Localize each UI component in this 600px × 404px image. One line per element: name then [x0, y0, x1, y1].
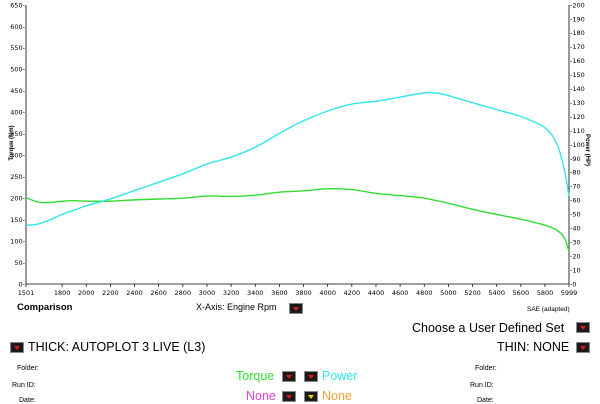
y-left-tick-label: 650-	[10, 1, 25, 9]
x-tick-label: 1800	[54, 289, 71, 297]
y-left-tick-label: 600-	[10, 23, 25, 31]
x-tick-label: 4200	[344, 289, 361, 297]
sae-label: SAE (adapted)	[527, 306, 570, 313]
x-tick-label: 5400	[488, 289, 505, 297]
comparison-label: Comparison	[17, 302, 73, 313]
y-right-tick-label: -160	[570, 57, 585, 65]
y-left-tick-label: 250-	[10, 173, 25, 181]
y-right-tick-label: -0	[570, 280, 576, 288]
x-tick-label: 5200	[464, 289, 481, 297]
y-left-tick-label: 500-	[10, 66, 25, 74]
y-left-tick-label: 150-	[10, 216, 25, 224]
y-right-tick-label: -30	[570, 238, 581, 246]
x-tick-label: 5800	[537, 289, 554, 297]
plot-frame	[25, 5, 570, 285]
none2-dropdown-button[interactable]	[304, 391, 318, 402]
x-tick-label: 4000	[319, 289, 336, 297]
thin-dropdown-button[interactable]	[576, 342, 590, 353]
y-left-tick-label: 50-	[14, 259, 25, 267]
y-right-tick-label: -90	[570, 155, 581, 163]
y-left-tick-label: 400-	[10, 109, 25, 117]
runid-label-right: Run ID:	[470, 382, 494, 389]
thick-dropdown-button[interactable]	[10, 342, 24, 353]
power-legend-label: Power	[322, 369, 358, 383]
y-right-tick-label: -150	[570, 71, 585, 79]
y-right-tick-label: -40	[570, 225, 581, 233]
x-tick-label: 3800	[295, 289, 312, 297]
x-tick-label: 2200	[102, 289, 119, 297]
y-right-tick-label: -70	[570, 183, 581, 191]
series-layer	[25, 91, 570, 252]
left-axis-ticks: 0- 50- 100- 150- 200- 250- 300- 350- 400- 450- 500…	[10, 1, 25, 288]
y-right-tick-label: -130	[570, 99, 585, 107]
y-left-tick-label: 0-	[19, 280, 26, 288]
power-series-line	[25, 91, 570, 227]
x-tick-label: 2400	[126, 289, 143, 297]
y-right-tick-label: -120	[570, 113, 585, 121]
y-right-tick-label: -60	[570, 197, 581, 205]
x-tick-label: 3600	[271, 289, 288, 297]
x-tick-label: 3000	[199, 289, 216, 297]
torque-series-line	[25, 187, 570, 252]
y-right-tick-label: -110	[570, 127, 585, 135]
none1-dropdown-button[interactable]	[282, 391, 296, 402]
date-label-left: Date:	[19, 397, 36, 404]
x-tick-label: 2000	[78, 289, 95, 297]
none-legend-label-1: None	[246, 389, 276, 403]
y-left-tick-label: 350-	[10, 130, 25, 138]
y-right-tick-label: -100	[570, 141, 585, 149]
y-left-tick-label: 550-	[10, 44, 25, 52]
dyno-chart: 0- 50- 100- 150- 200- 250- 300- 350- 400- 450- 500…	[9, 1, 590, 297]
folder-label-right: Folder:	[475, 365, 497, 372]
x-tick-label: 1501	[18, 289, 35, 297]
y-right-tick-label: -20	[570, 252, 581, 260]
y-axis-right-label: Power (HP)	[584, 134, 590, 166]
y-left-tick-label: 200-	[10, 194, 25, 202]
thin-run-label: THIN: NONE	[497, 340, 570, 354]
x-axis-label: X-Axis: Engine Rpm	[196, 302, 277, 312]
x-tick-label: 5999	[561, 289, 578, 297]
y-right-tick-label: -80	[570, 169, 581, 177]
runid-label-left: Run ID:	[12, 382, 36, 389]
y-left-tick-label: 300-	[10, 152, 25, 160]
x-axis-ticks: 1501 1800 2000 2200 2400 2600 2800 3000 3200 3400…	[18, 284, 578, 297]
x-tick-label: 4600	[392, 289, 409, 297]
y-right-tick-label: -190	[570, 15, 585, 23]
right-axis-ticks: -0 -10 -20 -30 -40 -50 -60 -70 -80 -90 -100 -110 -12…	[570, 1, 585, 288]
torque-dropdown-button[interactable]	[282, 371, 296, 382]
y-right-tick-label: -50	[570, 211, 581, 219]
x-tick-label: 4400	[368, 289, 385, 297]
user-defined-set-label: Choose a User Defined Set	[412, 321, 565, 335]
y-axis-left-label: Torque (Nm)	[9, 125, 15, 160]
folder-label-left: Folder:	[17, 365, 39, 372]
x-tick-label: 5600	[513, 289, 530, 297]
x-tick-label: 3200	[223, 289, 240, 297]
x-tick-label: 2800	[175, 289, 192, 297]
torque-legend-label: Torque	[236, 369, 275, 383]
y-right-tick-label: -180	[570, 29, 585, 37]
y-right-tick-label: -170	[570, 43, 585, 51]
x-tick-label: 4800	[416, 289, 433, 297]
y-right-tick-label: -200	[570, 1, 585, 9]
y-right-tick-label: -140	[570, 85, 585, 93]
y-right-tick-label: -10	[570, 266, 581, 274]
y-left-tick-label: 100-	[10, 237, 25, 245]
date-label-right: Date:	[477, 397, 494, 404]
none-legend-label-2: None	[322, 389, 352, 403]
y-left-tick-label: 450-	[10, 87, 25, 95]
x-tick-label: 3400	[247, 289, 264, 297]
x-tick-label: 2600	[150, 289, 167, 297]
x-axis-dropdown-button[interactable]	[289, 303, 303, 314]
power-dropdown-button[interactable]	[304, 371, 318, 382]
thick-run-label: THICK: AUTOPLOT 3 LIVE (L3)	[28, 340, 206, 354]
user-defined-set-dropdown[interactable]	[576, 322, 590, 333]
x-tick-label: 5000	[440, 289, 457, 297]
